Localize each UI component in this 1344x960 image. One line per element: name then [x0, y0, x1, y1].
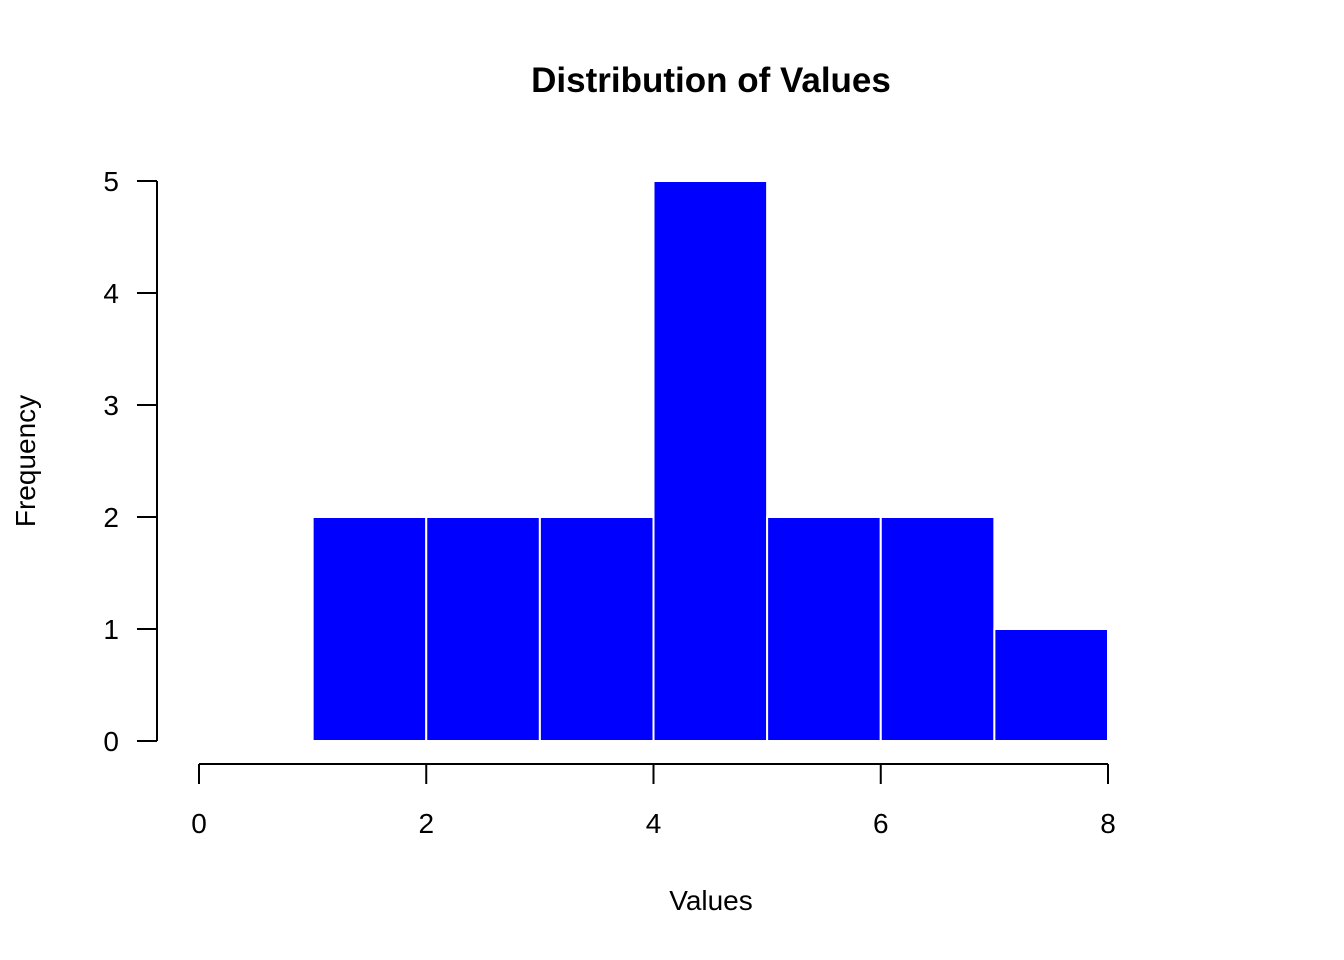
x-tick-label-6: 6	[873, 808, 889, 839]
y-tick-label-0: 0	[103, 726, 119, 757]
y-tick-label-3: 3	[103, 390, 119, 421]
histogram-bar-1	[311, 516, 428, 742]
histogram-bar-3	[538, 516, 655, 742]
y-tick-label-1: 1	[103, 614, 119, 645]
chart-title: Distribution of Values	[531, 61, 891, 100]
histogram-bar-2	[425, 516, 541, 742]
x-tick-label-4: 4	[646, 808, 662, 839]
y-tick-label-4: 4	[103, 278, 119, 309]
y-ticks-group: 0 1 2 3 4 5	[103, 166, 157, 757]
y-tick-label-5: 5	[103, 166, 119, 197]
x-tick-label-8: 8	[1100, 808, 1116, 839]
histogram-bar-6	[879, 516, 996, 742]
x-tick-label-2: 2	[418, 808, 434, 839]
x-axis-label: Values	[669, 885, 753, 916]
x-tick-label-0: 0	[191, 808, 207, 839]
histogram-bar-7	[993, 628, 1109, 742]
y-tick-label-2: 2	[103, 502, 119, 533]
histogram-bar-4	[652, 180, 769, 742]
histogram-bar-5	[766, 516, 882, 742]
y-axis-label: Frequency	[10, 395, 41, 527]
x-ticks-group: 0 2 4 6 8	[191, 764, 1116, 839]
bars-group	[311, 180, 1109, 742]
